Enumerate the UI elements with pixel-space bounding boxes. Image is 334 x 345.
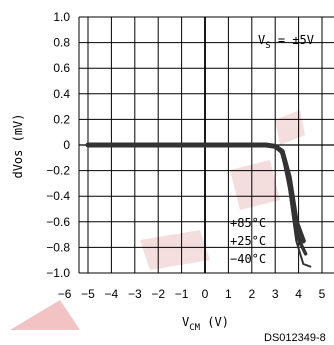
y-tick-label: 0.2	[53, 112, 70, 126]
x-tick-label: −2	[151, 287, 165, 301]
x-tick-label: −4	[105, 287, 119, 301]
y-tick-label: −0.6	[46, 215, 70, 229]
x-tick-label: 0	[202, 287, 209, 301]
watermark	[10, 110, 305, 330]
label-25c: +25°C	[230, 234, 266, 248]
watermark-shape	[275, 110, 305, 145]
y-tick-label: 1.0	[53, 10, 70, 24]
x-tick-label: 3	[272, 287, 279, 301]
y-tick-label: 0.4	[53, 87, 70, 101]
y-axis-title: dVos (mV)	[11, 113, 25, 178]
y-tick-label: −0.8	[46, 240, 70, 254]
y-tick-label: 0.6	[53, 61, 70, 75]
figure-code: DS012349-8	[264, 332, 326, 344]
y-tick-label: −0.4	[46, 189, 70, 203]
y-tick-labels: 1.0 0.8 0.6 0.4 0.2 0 −0.2 −0.4 −0.6 −0.8 −1.0	[46, 10, 70, 280]
watermark-shape	[10, 300, 80, 330]
x-tick-labels: −6−5−4−3−2−10123456	[58, 287, 326, 301]
series-line-2	[87, 144, 312, 268]
watermark-shape	[140, 230, 210, 270]
supply-annotation: VS = ±5V	[258, 33, 314, 51]
label-85c: +85°C	[230, 216, 266, 230]
x-tick-label: −6	[58, 287, 72, 301]
watermark-shape	[230, 160, 280, 210]
y-tick-label: 0.8	[53, 36, 70, 50]
x-tick-label: 1	[225, 287, 232, 301]
x-tick-label: −3	[128, 287, 142, 301]
x-tick-label: 4	[295, 287, 302, 301]
label-minus40c: −40°C	[230, 252, 266, 266]
x-tick-label: −5	[81, 287, 95, 301]
series-group	[85, 142, 312, 268]
x-tick-label: −1	[175, 287, 189, 301]
x-tick-label: 2	[248, 287, 255, 301]
x-tick-label: 5	[319, 287, 326, 301]
x-axis-title: VCM (V)	[182, 315, 229, 333]
y-tick-label: −1.0	[46, 266, 70, 280]
y-tick-label: −0.2	[46, 164, 70, 178]
y-tick-label: 0	[63, 138, 70, 152]
